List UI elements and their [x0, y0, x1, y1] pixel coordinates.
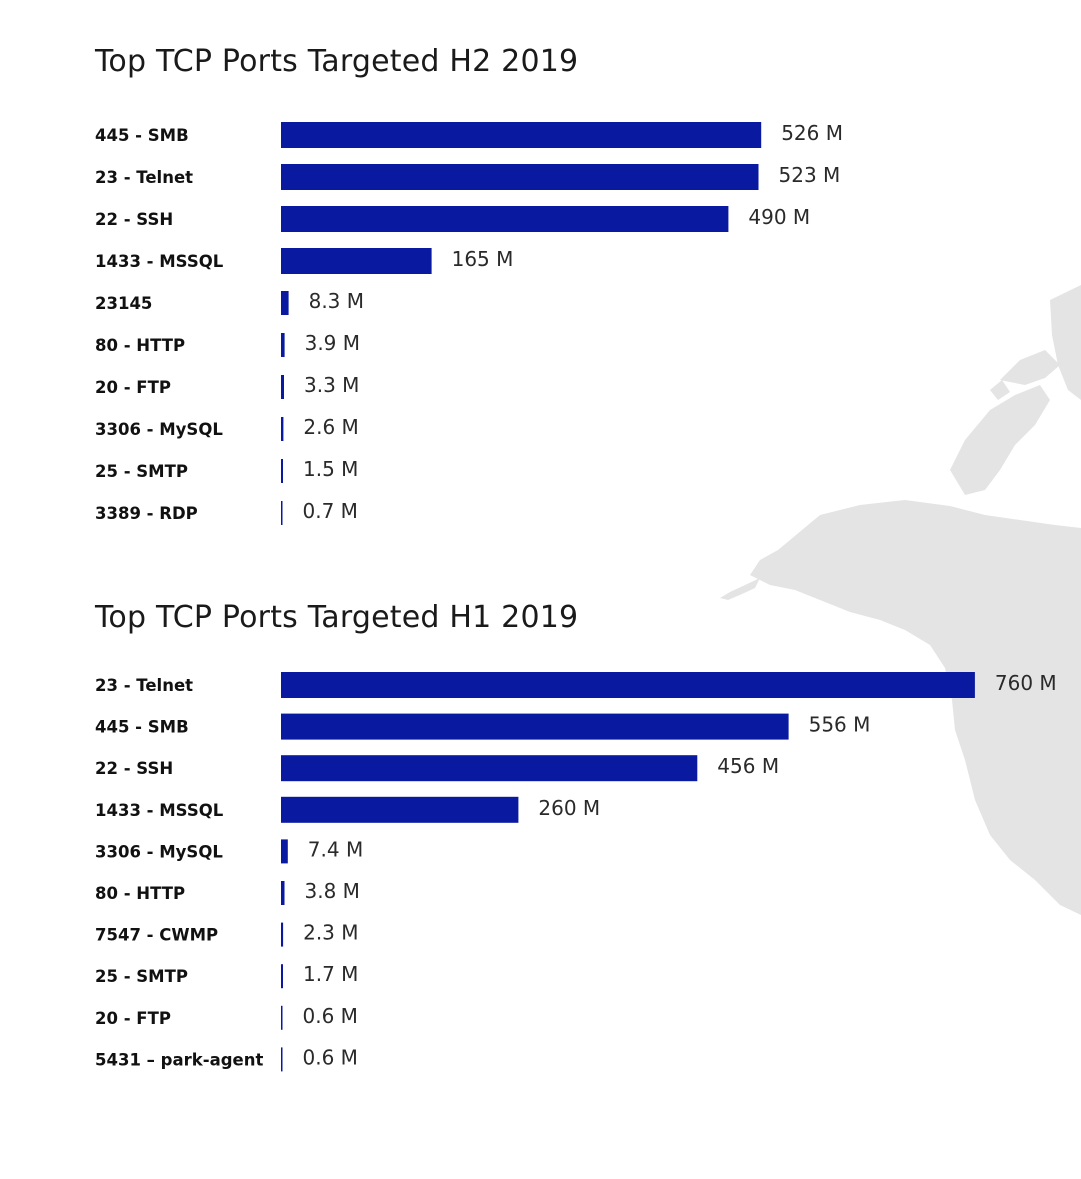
- value-label: 3.9 M: [305, 331, 360, 355]
- category-label: 23 - Telnet: [95, 168, 193, 187]
- bar: [281, 922, 284, 947]
- bar-row: 80 - HTTP 3.8 M: [95, 879, 360, 905]
- category-label: 23 - Telnet: [95, 676, 193, 695]
- value-label: 165 M: [452, 247, 514, 271]
- bar-row: 3306 - MySQL 7.4 M: [95, 837, 363, 864]
- bar: [281, 796, 519, 823]
- bar: [281, 881, 285, 905]
- category-label: 1433 - MSSQL: [95, 801, 224, 820]
- chart-title: Top TCP Ports Targeted H2 2019: [95, 44, 579, 79]
- bar: [281, 672, 975, 698]
- map-arctic-island-small-1: [1000, 350, 1060, 385]
- value-label: 1.5 M: [303, 457, 358, 481]
- value-label: 526 M: [781, 121, 843, 145]
- bar-row: 23 - Telnet 760 M: [95, 671, 1057, 698]
- category-label: 80 - HTTP: [95, 884, 185, 903]
- value-label: 556 M: [809, 713, 871, 737]
- bar-row: 7547 - CWMP 2.3 M: [95, 921, 359, 947]
- bar: [281, 1005, 283, 1030]
- bar-row: 20 - FTP 0.6 M: [95, 1004, 358, 1030]
- bar-row: 22 - SSH 490 M: [95, 205, 810, 232]
- bar: [281, 164, 759, 190]
- bar-row: 1433 - MSSQL 260 M: [95, 796, 600, 823]
- value-label: 490 M: [748, 205, 810, 229]
- bar: [281, 1047, 283, 1072]
- bar-row: 5431 – park-agent 0.6 M: [95, 1045, 358, 1072]
- value-label: 2.6 M: [303, 415, 358, 439]
- category-label: 445 - SMB: [95, 126, 189, 145]
- bar-row: 23 - Telnet 523 M: [95, 163, 840, 190]
- value-label: 456 M: [717, 754, 779, 778]
- category-label: 445 - SMB: [95, 718, 189, 737]
- category-label: 1433 - MSSQL: [95, 252, 224, 271]
- map-arctic-islands-shape: [950, 385, 1050, 495]
- map-arctic-island-small-2: [990, 380, 1010, 400]
- value-label: 3.3 M: [304, 373, 359, 397]
- bar-row: 25 - SMTP 1.5 M: [95, 457, 358, 483]
- category-label: 20 - FTP: [95, 1009, 171, 1028]
- value-label: 0.7 M: [303, 499, 358, 523]
- bar: [281, 122, 762, 148]
- category-label: 80 - HTTP: [95, 336, 185, 355]
- value-label: 7.4 M: [308, 837, 363, 861]
- value-label: 523 M: [779, 163, 841, 187]
- bar-chart-svg: 23 - Telnet 760 M 445 - SMB 556 M 22 - SSH 45…: [95, 671, 1057, 1072]
- chart-h1-2019: Top TCP Ports Targeted H1 2019 23 - Teln…: [0, 560, 1081, 1120]
- bar-row: 1433 - MSSQL 165 M: [95, 247, 513, 274]
- bar: [281, 459, 283, 483]
- bar-row: 23145 8.3 M: [95, 289, 364, 315]
- category-label: 25 - SMTP: [95, 967, 188, 986]
- bar-row: 3389 - RDP 0.7 M: [95, 499, 358, 525]
- bar-row: 445 - SMB 556 M: [95, 713, 870, 740]
- bar: [281, 755, 698, 782]
- bar: [281, 206, 729, 232]
- bar-chart-svg: 445 - SMB 526 M 23 - Telnet 523 M 22 - SSH 49…: [95, 121, 843, 525]
- category-label: 23145: [95, 294, 152, 313]
- bar-row: 80 - HTTP 3.9 M: [95, 331, 360, 357]
- category-label: 7547 - CWMP: [95, 926, 218, 945]
- bar: [281, 333, 285, 357]
- category-label: 3306 - MySQL: [95, 420, 223, 439]
- category-label: 3389 - RDP: [95, 504, 198, 523]
- bar-row: 445 - SMB 526 M: [95, 121, 843, 148]
- category-label: 25 - SMTP: [95, 462, 188, 481]
- bar-row: 20 - FTP 3.3 M: [95, 373, 359, 399]
- value-label: 260 M: [538, 796, 600, 820]
- bar: [281, 291, 289, 315]
- bar: [281, 375, 284, 399]
- map-greenland-shape: [1050, 285, 1081, 400]
- bar: [281, 839, 288, 864]
- value-label: 0.6 M: [303, 1004, 358, 1028]
- bar: [281, 964, 283, 989]
- value-label: 760 M: [995, 671, 1057, 695]
- map-aleutian-islands-shape: [720, 578, 760, 600]
- value-label: 8.3 M: [309, 289, 364, 313]
- bar: [281, 417, 284, 441]
- bar-row: 25 - SMTP 1.7 M: [95, 962, 358, 989]
- bar-row: 3306 - MySQL 2.6 M: [95, 415, 359, 441]
- value-label: 3.8 M: [305, 879, 360, 903]
- value-label: 2.3 M: [303, 921, 358, 945]
- bar: [281, 713, 789, 740]
- bar: [281, 248, 432, 274]
- bar-row: 22 - SSH 456 M: [95, 754, 779, 782]
- category-label: 3306 - MySQL: [95, 842, 223, 861]
- category-label: 20 - FTP: [95, 378, 171, 397]
- chart-h2-2019: Top TCP Ports Targeted H2 2019 445 - SMB…: [0, 0, 1081, 560]
- bar: [281, 501, 283, 525]
- value-label: 1.7 M: [303, 962, 358, 986]
- value-label: 0.6 M: [303, 1045, 358, 1069]
- category-label: 22 - SSH: [95, 759, 173, 778]
- category-label: 22 - SSH: [95, 210, 173, 229]
- map-north-america-shape: [750, 500, 1081, 915]
- category-label: 5431 – park-agent: [95, 1050, 263, 1069]
- chart-title: Top TCP Ports Targeted H1 2019: [95, 600, 579, 635]
